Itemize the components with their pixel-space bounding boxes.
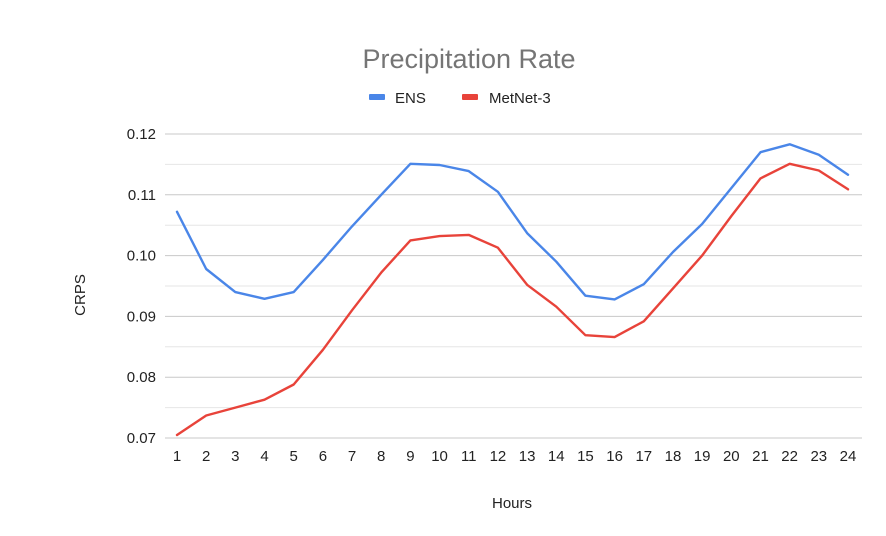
- x-axis-ticks: 1 2 3 4 5 6 7 8 9 10 11 12 13 14 15 16 17 18 19 20 21 22 23 24: [173, 448, 857, 465]
- legend-label-ens: ENS: [395, 90, 426, 107]
- x-tick-label: 6: [319, 448, 327, 465]
- y-tick-label: 0.09: [127, 308, 156, 325]
- x-tick-label: 5: [290, 448, 298, 465]
- series-line-ens: [175, 143, 850, 301]
- x-tick-label: 21: [752, 448, 769, 465]
- x-tick-label: 10: [431, 448, 448, 465]
- y-tick-label: 0.08: [127, 369, 156, 386]
- x-tick-label: 9: [406, 448, 414, 465]
- y-tick-label: 0.11: [128, 187, 156, 204]
- y-axis-ticks: 0.07 0.08 0.09 0.10 0.11 0.12: [127, 126, 156, 447]
- legend-label-metnet3: MetNet-3: [489, 90, 551, 107]
- x-tick-label: 4: [260, 448, 268, 465]
- x-tick-label: 8: [377, 448, 385, 465]
- x-tick-label: 16: [606, 448, 623, 465]
- x-tick-label: 3: [231, 448, 239, 465]
- x-tick-label: 22: [781, 448, 798, 465]
- x-tick-label: 14: [548, 448, 565, 465]
- data-series: [175, 143, 850, 437]
- x-tick-label: 24: [840, 448, 857, 465]
- y-tick-label: 0.12: [127, 126, 156, 143]
- y-axis-title: CRPS: [72, 274, 89, 316]
- y-tick-label: 0.07: [127, 430, 156, 447]
- gridlines: [165, 133, 862, 439]
- x-tick-label: 2: [202, 448, 210, 465]
- x-tick-label: 20: [723, 448, 740, 465]
- x-tick-label: 23: [810, 448, 827, 465]
- x-tick-label: 7: [348, 448, 356, 465]
- chart-title: Precipitation Rate: [362, 44, 575, 74]
- x-tick-label: 15: [577, 448, 594, 465]
- x-tick-label: 12: [490, 448, 507, 465]
- x-axis-title: Hours: [492, 495, 532, 512]
- legend-swatch-metnet3: [462, 94, 478, 100]
- legend: ENS MetNet-3: [369, 90, 551, 107]
- series-line-metnet3: [175, 162, 850, 437]
- x-tick-label: 1: [173, 448, 181, 465]
- x-tick-label: 18: [665, 448, 682, 465]
- y-tick-label: 0.10: [127, 248, 156, 265]
- x-tick-label: 17: [635, 448, 652, 465]
- x-tick-label: 11: [461, 448, 477, 465]
- legend-swatch-ens: [369, 94, 385, 100]
- x-tick-label: 13: [519, 448, 536, 465]
- x-tick-label: 19: [694, 448, 711, 465]
